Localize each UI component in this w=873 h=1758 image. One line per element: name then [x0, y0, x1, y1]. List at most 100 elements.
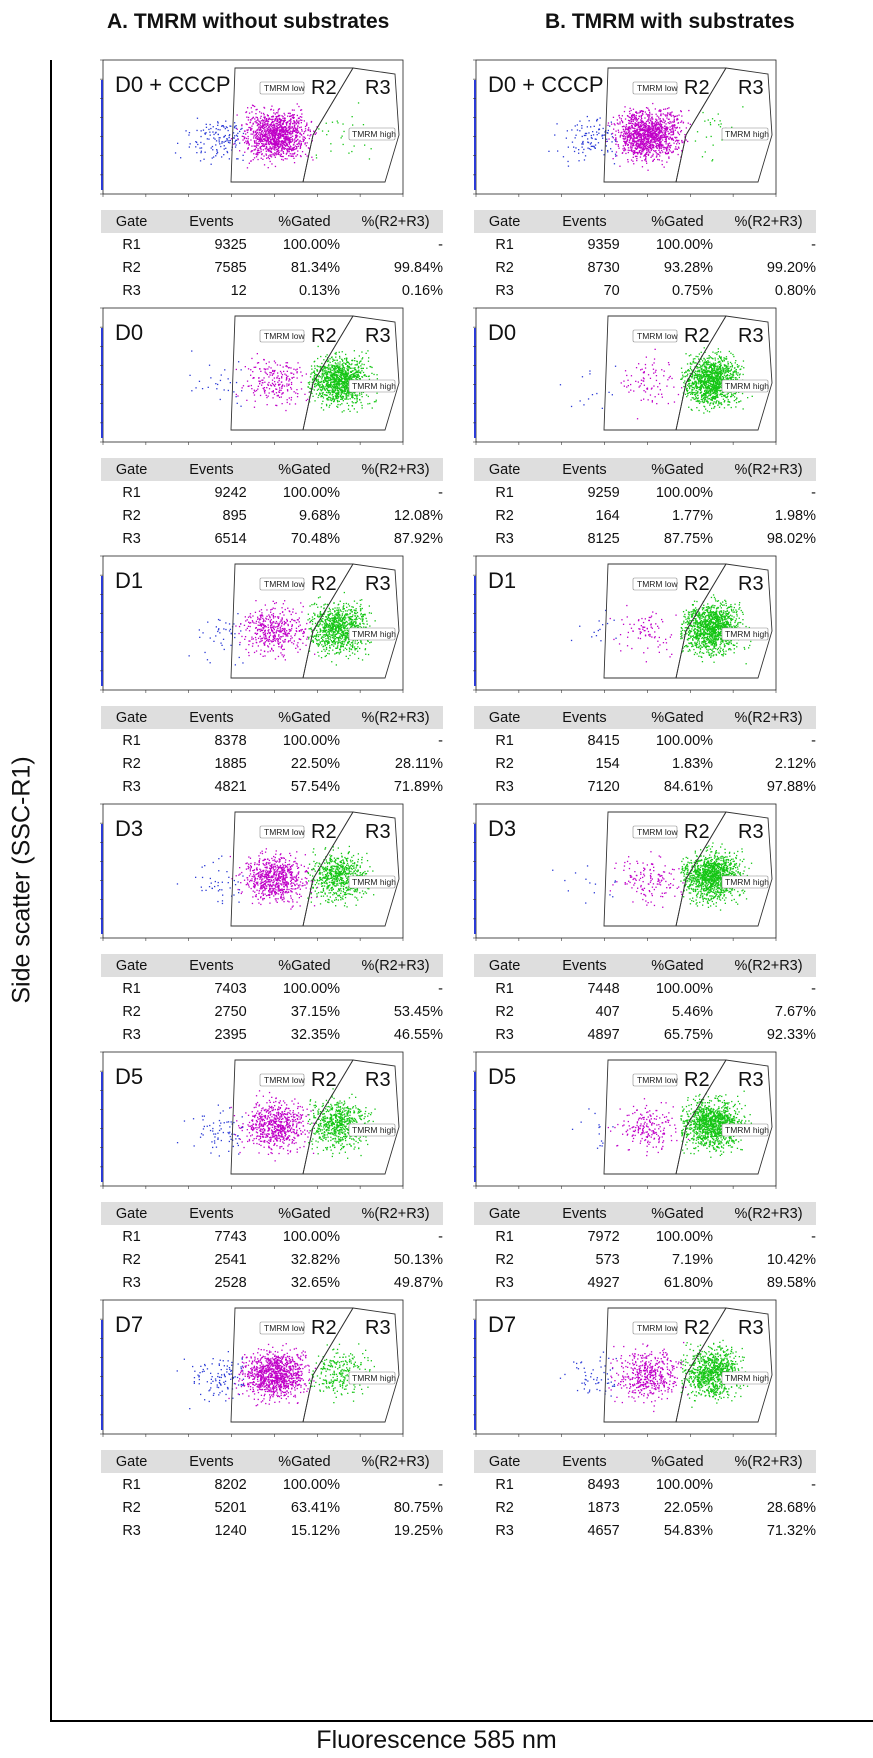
event-dot	[284, 622, 286, 625]
event-dot	[303, 139, 305, 141]
event-dot	[272, 650, 274, 652]
event-dot	[302, 140, 304, 143]
event-dot	[224, 134, 226, 137]
event-dot	[293, 162, 296, 164]
event-dot	[247, 141, 249, 143]
event-dot	[282, 890, 285, 893]
event-dot	[345, 383, 348, 385]
event-dot	[318, 621, 320, 623]
event-dot	[267, 140, 269, 142]
event-dot	[354, 615, 356, 617]
event-dot	[351, 377, 353, 380]
event-dot	[327, 611, 329, 613]
event-dot	[347, 393, 349, 395]
event-dot	[345, 625, 347, 628]
event-dot	[349, 378, 351, 381]
event-dot	[361, 404, 363, 407]
event-dot	[279, 126, 281, 128]
event-dot	[351, 606, 353, 608]
event-dot	[278, 142, 280, 144]
event-dot	[281, 149, 283, 151]
population-R3	[307, 591, 377, 666]
event-dot	[256, 144, 258, 146]
event-dot	[314, 377, 316, 379]
event-dot	[349, 376, 351, 378]
event-dot	[259, 641, 261, 643]
event-dot	[332, 617, 334, 619]
event-dot	[254, 887, 256, 889]
event-dot	[273, 866, 275, 868]
event-dot	[288, 129, 290, 131]
event-dot	[280, 119, 282, 121]
event-dot	[296, 377, 298, 379]
event-dot	[273, 130, 275, 132]
event-dot	[214, 138, 216, 140]
table-cell: 71.89%	[393, 778, 443, 795]
event-dot	[355, 370, 358, 372]
event-dot	[260, 115, 262, 117]
event-dot	[273, 138, 275, 141]
event-dot	[333, 628, 335, 630]
event-dot	[326, 642, 329, 644]
event-dot	[323, 626, 325, 629]
event-dot	[287, 137, 289, 139]
event-dot	[261, 384, 263, 386]
event-dot	[338, 638, 340, 641]
event-dot	[332, 619, 334, 621]
event-dot	[324, 619, 326, 621]
event-dot	[265, 368, 267, 370]
event-dot	[352, 614, 354, 616]
event-dot	[280, 893, 283, 896]
event-dot	[376, 374, 378, 376]
event-dot	[357, 365, 360, 368]
table-cell: R3	[122, 778, 141, 795]
event-dot	[277, 372, 279, 374]
event-dot	[297, 138, 299, 141]
event-dot	[272, 145, 274, 148]
event-dot	[343, 390, 345, 392]
event-dot	[259, 618, 262, 620]
event-dot	[341, 631, 343, 633]
event-dot	[276, 121, 278, 123]
event-dot	[326, 623, 328, 625]
event-dot	[274, 385, 276, 387]
event-dot	[352, 619, 354, 621]
event-dot	[280, 866, 282, 869]
event-dot	[280, 155, 282, 157]
event-dot	[202, 129, 205, 131]
event-dot	[278, 886, 280, 888]
event-dot	[259, 117, 262, 119]
tmrm-low-tag: TMRM low	[259, 81, 305, 95]
event-dot	[268, 142, 270, 145]
event-dot	[358, 369, 360, 371]
event-dot	[235, 875, 237, 877]
event-dot	[291, 878, 293, 880]
event-dot	[264, 641, 266, 643]
event-dot	[267, 150, 270, 152]
event-dot	[303, 865, 305, 868]
event-dot	[289, 640, 291, 642]
event-dot	[278, 134, 280, 137]
table-cell: 28.11%	[394, 755, 443, 772]
event-dot	[329, 613, 331, 615]
event-dot	[272, 884, 274, 886]
event-dot	[262, 878, 264, 880]
event-dot	[320, 386, 323, 389]
event-dot	[354, 618, 357, 620]
event-dot	[304, 137, 306, 139]
event-dot	[274, 639, 276, 641]
event-dot	[258, 892, 260, 894]
event-dot	[217, 124, 219, 126]
event-dot	[241, 635, 243, 638]
event-dot	[355, 616, 358, 619]
event-dot	[264, 122, 266, 124]
event-dot	[277, 638, 279, 640]
event-dot	[343, 616, 345, 618]
event-dot	[234, 135, 236, 137]
event-dot	[335, 370, 337, 372]
event-dot	[296, 146, 298, 148]
event-dot	[251, 620, 254, 622]
event-dot	[333, 602, 335, 604]
event-dot	[261, 639, 263, 642]
event-dot	[256, 124, 259, 126]
